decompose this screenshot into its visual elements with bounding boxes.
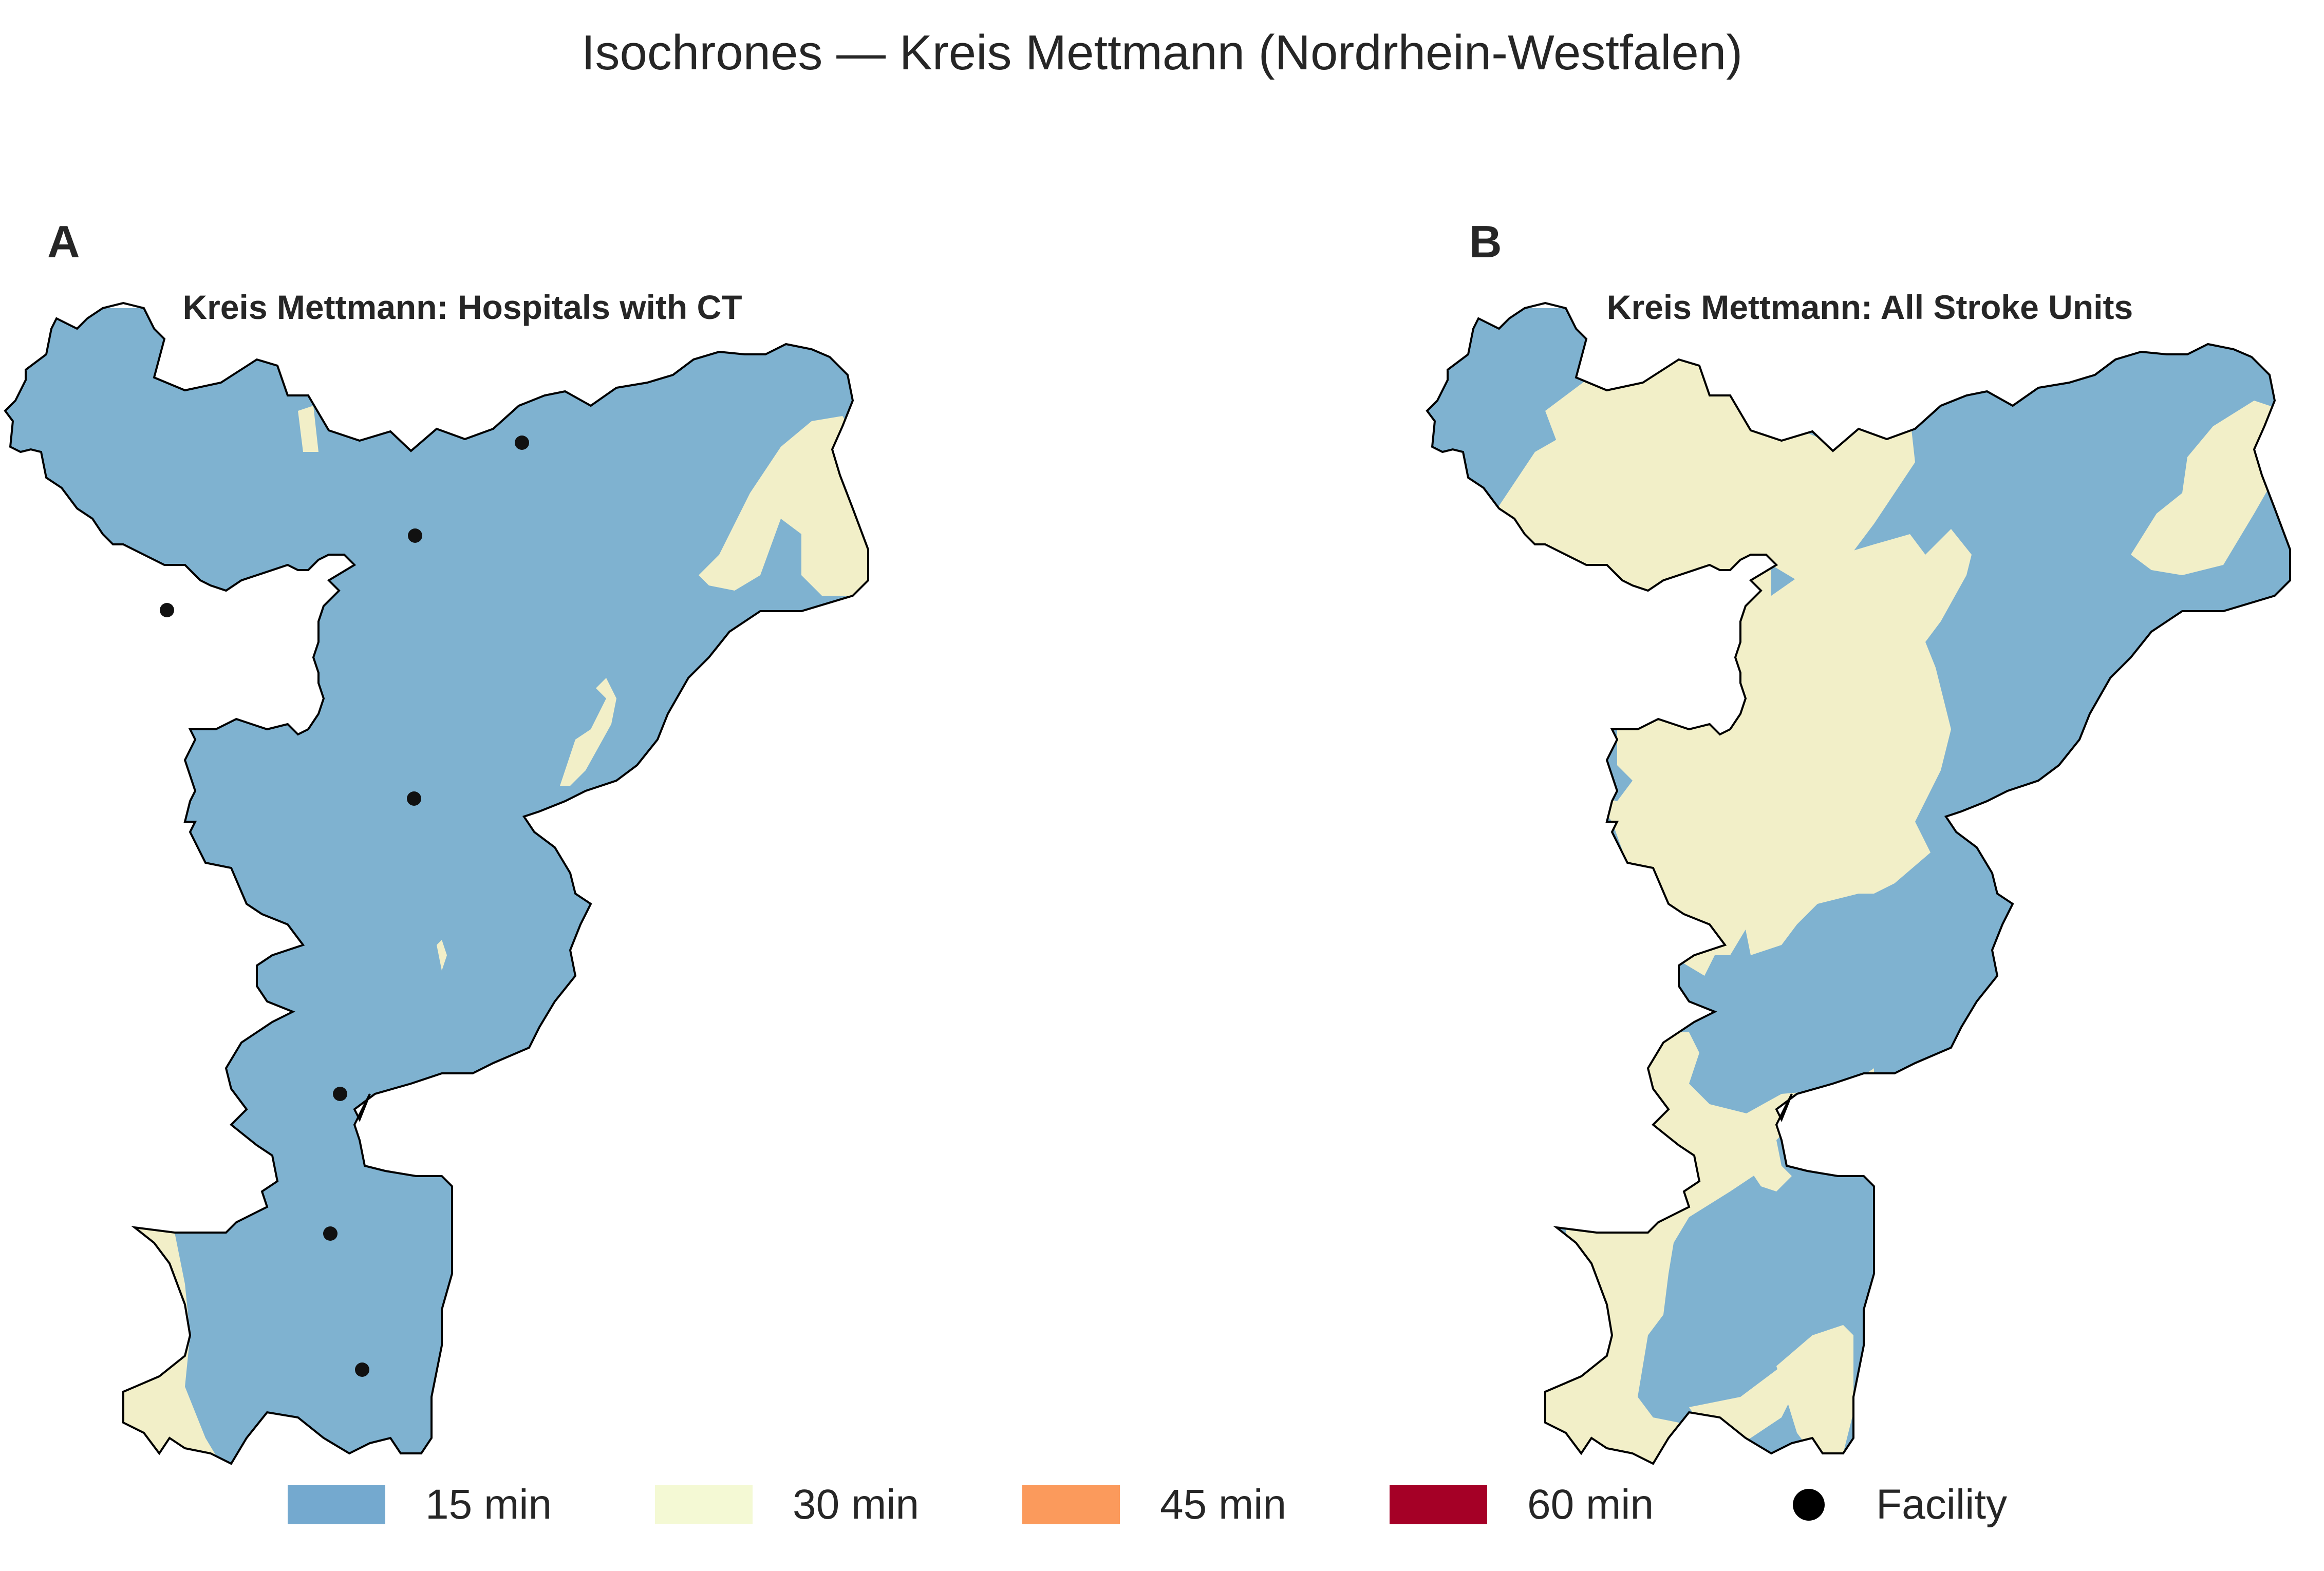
panel-a-title: Kreis Mettmann: Hospitals with CT xyxy=(182,288,742,326)
panel-b-zone-30-southeast xyxy=(1776,1325,1853,1453)
panel-b-zone-30-central xyxy=(1545,354,1972,976)
panel-a-letter: A xyxy=(47,216,80,267)
panel-a-facilities xyxy=(160,436,529,1377)
panel-a-map xyxy=(4,302,869,1465)
legend-item-15: 15 min xyxy=(288,1474,552,1536)
legend-label-30: 30 min xyxy=(793,1481,920,1528)
legend-label-60: 60 min xyxy=(1527,1481,1654,1528)
panel-a-zone-30-center xyxy=(437,940,447,971)
legend-item-45: 45 min xyxy=(1022,1474,1286,1536)
legend-swatch-15 xyxy=(288,1485,385,1524)
panel-b-map xyxy=(1426,302,2291,1465)
panel-b-zone-30-west xyxy=(1463,534,1586,688)
facility-marker xyxy=(355,1362,369,1377)
facility-marker xyxy=(408,528,422,543)
legend-item-facility: Facility xyxy=(1793,1474,2007,1536)
panel-b-zone-30-northeast xyxy=(2131,401,2290,575)
legend-swatch-60 xyxy=(1390,1485,1487,1524)
legend-label-facility: Facility xyxy=(1876,1481,2008,1528)
legend-swatch-45 xyxy=(1022,1485,1120,1524)
legend-label-15: 15 min xyxy=(425,1481,552,1528)
facility-marker xyxy=(407,791,421,806)
facility-marker xyxy=(160,603,174,617)
panel-b-letter: B xyxy=(1469,216,1502,267)
facility-marker xyxy=(333,1087,347,1101)
legend-facility-marker xyxy=(1793,1489,1825,1521)
facility-marker xyxy=(323,1226,338,1241)
legend-label-45: 45 min xyxy=(1160,1481,1287,1528)
panel-a-zone-30-ne xyxy=(699,416,868,606)
legend-item-60: 60 min xyxy=(1390,1474,1654,1536)
panel-b-title: Kreis Mettmann: All Stroke Units xyxy=(1606,288,2133,326)
legend-item-30: 30 min xyxy=(655,1474,919,1536)
panel-a-zone-30-north xyxy=(298,406,318,452)
panel-b-zone-30-southwest-band xyxy=(1550,883,1674,1058)
facility-marker xyxy=(515,436,529,450)
panel-a-zone-30-east xyxy=(560,678,616,786)
figure-title: Isochrones — Kreis Mettmann (Nordrhein-W… xyxy=(581,25,1743,80)
legend-swatch-30 xyxy=(655,1485,753,1524)
